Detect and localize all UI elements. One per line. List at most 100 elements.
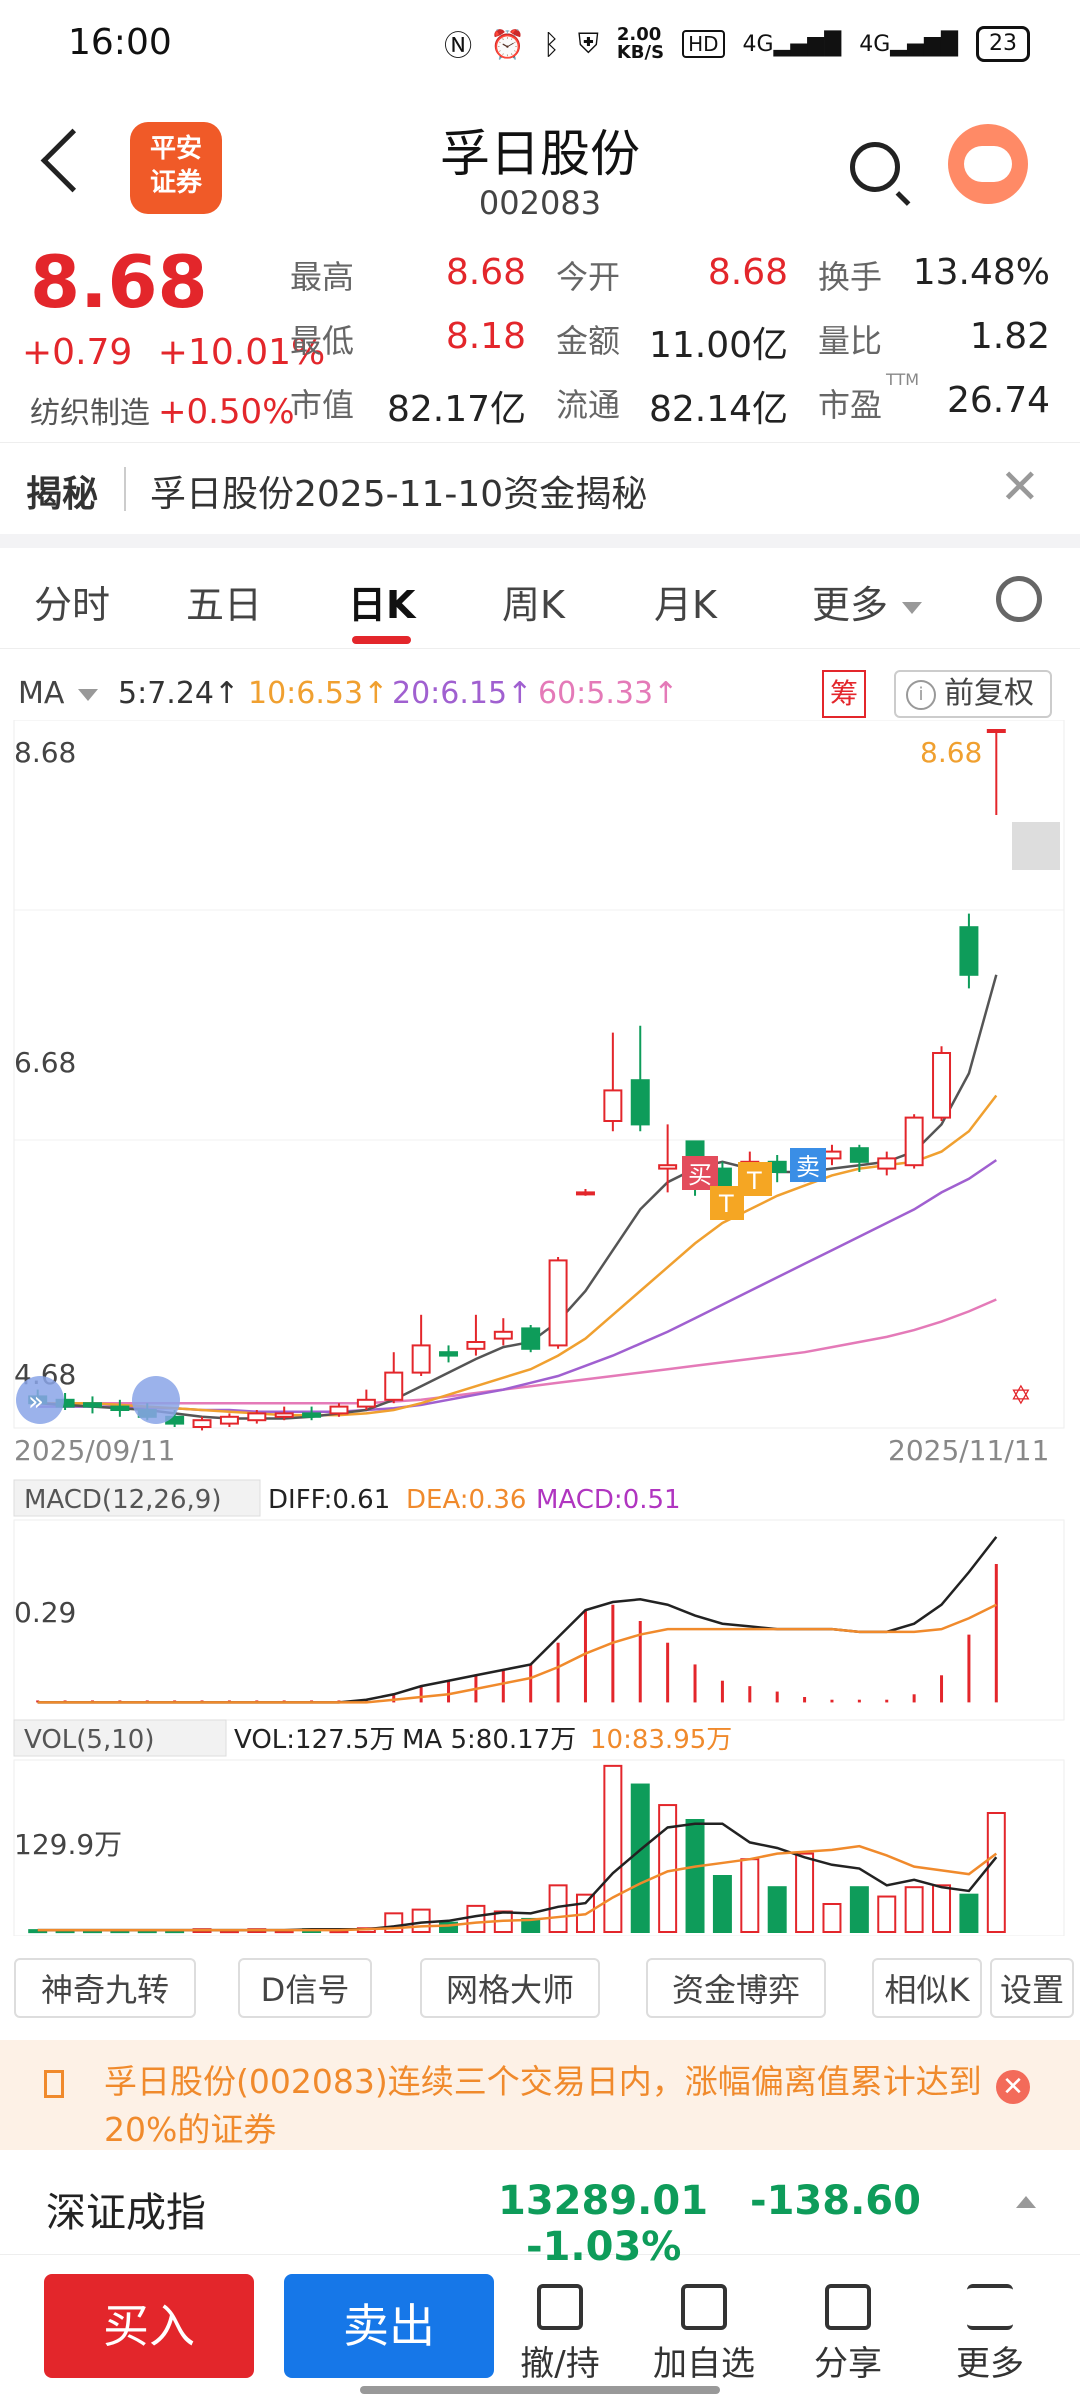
cancel-hold-button[interactable]: 撤/持 [490,2284,630,2385]
candle [630,1079,650,1126]
candle [548,1259,568,1347]
notice-banner[interactable]: 孚日股份(002083)连续三个交易日内，涨幅偏离值累计达到20%的证券 ✕ [0,2040,1080,2150]
sell-button[interactable]: 卖出 [284,2274,494,2378]
volume-series [28,1764,1006,1934]
tab-daily-k[interactable]: 日K [348,574,415,644]
close-icon[interactable]: ✕ [999,459,1040,515]
candle [575,1191,595,1196]
bottom-action-bar: 买入 卖出 撤/持 加自选 分享 更多 [0,2256,1080,2400]
volume-bar [685,1819,705,1933]
speaker-icon [44,2070,64,2098]
add-watchlist-button[interactable]: 加自选 [634,2284,774,2385]
candle [959,926,979,976]
price-change: +0.79 +10.01% [22,332,325,373]
candle [384,1371,404,1401]
chevron-up-icon[interactable] [1016,2196,1036,2208]
date-start: 2025/09/11 [14,1434,175,1467]
close-icon[interactable]: ✕ [996,2070,1030,2104]
menu-list-icon [967,2284,1013,2330]
tab-weekly-k[interactable]: 周K [502,583,565,627]
quote-stat: 量比 1.82 [818,316,1050,362]
candle [849,1147,869,1163]
adjust-mode-button[interactable]: i 前复权 [894,670,1052,718]
tool-similar-k[interactable]: 相似K [872,1958,982,2018]
candle [466,1341,486,1350]
tool-grid-master[interactable]: 网格大师 [420,1958,600,2018]
tab-intraday[interactable]: 分时 [34,583,111,627]
kline-chart-area[interactable]: 8.68 6.68 4.68 8.68 买 T T 卖 » ✡ 2025/09/… [0,720,1080,1936]
candle [493,1330,513,1340]
candle [932,1052,952,1119]
volume-bar [795,1852,815,1933]
more-button[interactable]: 更多 [920,2284,1060,2385]
sector-percent: +0.50% [158,392,295,432]
index-ticker[interactable]: 深证成指 13289.01 -138.60 -1.03% [0,2150,1080,2270]
quote-stat-label: 市值 [290,386,355,424]
expand-left-icon [16,1376,64,1424]
broker-logo: 平安 证券 [130,122,222,214]
gear-icon[interactable] [996,576,1042,622]
volume-bar [877,1895,897,1933]
quote-stat-label: 最低 [290,322,355,360]
volume-bar [849,1886,869,1933]
candle [439,1351,459,1357]
tab-five-day[interactable]: 五日 [186,583,263,627]
candle [356,1398,376,1408]
disclosure-text[interactable]: 孚日股份2025-11-10资金揭秘 [150,474,648,515]
trade-markers: 买 T T 卖 [682,1148,826,1220]
divider [124,467,126,511]
candle [247,1412,267,1422]
quote-stat-label: 今开 [556,258,621,296]
tool-magic-nine[interactable]: 神奇九转 [14,1958,196,2018]
quote-stat-label: 换手 [818,258,883,296]
volume-bar [986,1812,1006,1933]
ma10-line [37,1094,998,1417]
home-indicator[interactable] [360,2386,720,2394]
notice-text: 孚日股份(002083)连续三个交易日内，涨幅偏离值累计达到20%的证券 [104,2062,982,2149]
tab-more[interactable]: 更多 [812,574,923,629]
quote-stat-value: 82.17亿 [386,389,526,430]
quote-stat: 流通 82.14亿 [556,380,788,430]
share-button[interactable]: 分享 [778,2284,918,2385]
search-icon[interactable] [850,142,900,192]
volume-bar [411,1908,431,1933]
sector-info[interactable]: 纺织制造 +0.50% [30,388,295,432]
assistant-avatar-icon[interactable] [948,124,1028,204]
macd-series [36,1536,998,1704]
tool-settings[interactable]: 设置 [990,1958,1074,2018]
volume-bar [658,1804,678,1933]
volume-bar [740,1858,760,1933]
quote-stat: 市盈 26.74 TTM [818,370,1050,426]
last-price: 8.68 [30,240,208,324]
vol-y-label: 129.9万 [14,1828,122,1861]
alarm-icon: ⏰ [490,27,526,61]
candle [411,1344,431,1374]
quote-stat-value: 82.14亿 [648,389,788,430]
tool-fund-game[interactable]: 资金博弈 [646,1958,826,2018]
t-marker-2 [710,1186,744,1220]
tab-monthly-k[interactable]: 月K [654,583,717,627]
candle [329,1405,349,1415]
vol-selector [13,1719,227,1757]
candle [986,729,1006,733]
buy-button[interactable]: 买入 [44,2274,254,2378]
macd-label: MACD(12,26,9) [24,1485,221,1515]
date-end: 2025/11/11 [888,1434,1049,1467]
vol-value: VOL:127.5万 [234,1725,395,1755]
signal-4g-icon: 4G▂▄▆█ [742,31,842,57]
index-values: 13289.01 -138.60 -1.03% [498,2178,1080,2270]
fund-disclosure-bar[interactable]: 揭秘 孚日股份2025-11-10资金揭秘 ✕ [0,442,1080,535]
hd-icon: HD [682,30,725,58]
volume-bar [932,1884,952,1934]
sector-name: 纺织制造 [30,396,150,431]
period-tabs: 分时 五日 日K 周K 月K 更多 [0,548,1080,649]
ma60-value: 60:5.33↑ [538,676,679,711]
ma-selector[interactable]: MA [18,676,99,711]
vol-frame [13,1759,1065,1936]
candle [82,1402,102,1408]
candle [192,1419,212,1429]
vol-ma10-line [37,1844,998,1932]
chip-distribution-button[interactable]: 筹 [822,670,866,718]
tool-d-signal[interactable]: D信号 [238,1958,372,2018]
t-marker-label: T [746,1167,762,1195]
